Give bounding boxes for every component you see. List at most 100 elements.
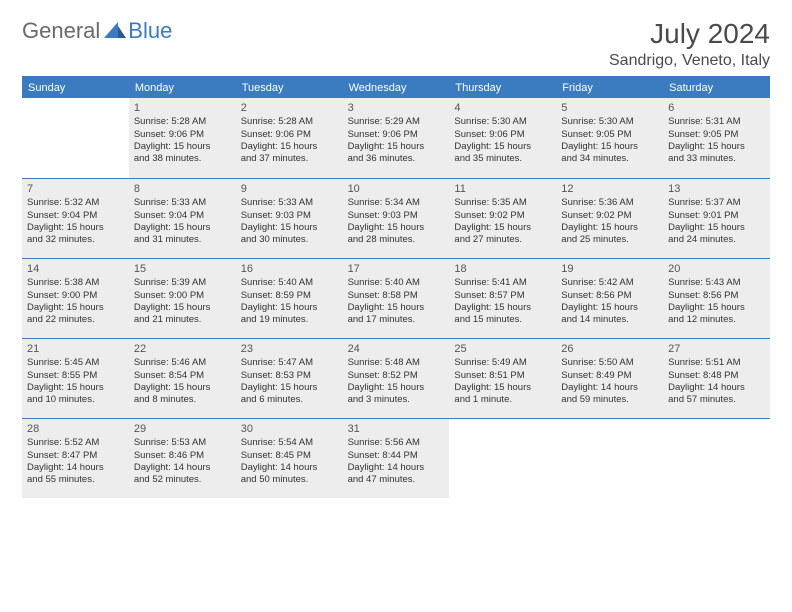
sunset-text: Sunset: 9:01 PM [668, 210, 765, 222]
calendar-cell: 2Sunrise: 5:28 AMSunset: 9:06 PMDaylight… [236, 98, 343, 178]
sunrise-text: Sunrise: 5:52 AM [27, 437, 124, 449]
sunset-text: Sunset: 8:58 PM [348, 290, 445, 302]
daylight-text: and 22 minutes. [27, 314, 124, 326]
daylight-text: and 30 minutes. [241, 234, 338, 246]
sunrise-text: Sunrise: 5:40 AM [348, 277, 445, 289]
sunrise-text: Sunrise: 5:33 AM [134, 197, 231, 209]
sunrise-text: Sunrise: 5:42 AM [561, 277, 658, 289]
day-header: Tuesday [236, 78, 343, 98]
daylight-text: Daylight: 15 hours [241, 382, 338, 394]
day-number: 22 [134, 342, 231, 356]
sunrise-text: Sunrise: 5:28 AM [241, 116, 338, 128]
sunset-text: Sunset: 9:02 PM [454, 210, 551, 222]
sunrise-text: Sunrise: 5:48 AM [348, 357, 445, 369]
logo: General Blue [22, 18, 172, 44]
sunset-text: Sunset: 8:44 PM [348, 450, 445, 462]
calendar-cell: 7Sunrise: 5:32 AMSunset: 9:04 PMDaylight… [22, 178, 129, 258]
daylight-text: Daylight: 15 hours [241, 302, 338, 314]
day-number: 17 [348, 262, 445, 276]
sunset-text: Sunset: 9:04 PM [27, 210, 124, 222]
sunset-text: Sunset: 9:06 PM [454, 129, 551, 141]
sunset-text: Sunset: 8:52 PM [348, 370, 445, 382]
day-number: 31 [348, 422, 445, 436]
daylight-text: and 14 minutes. [561, 314, 658, 326]
daylight-text: Daylight: 15 hours [348, 141, 445, 153]
logo-triangle-icon [104, 22, 126, 38]
calendar-cell: 13Sunrise: 5:37 AMSunset: 9:01 PMDayligh… [663, 178, 770, 258]
daylight-text: Daylight: 15 hours [668, 222, 765, 234]
calendar-cell: 24Sunrise: 5:48 AMSunset: 8:52 PMDayligh… [343, 338, 450, 418]
location-text: Sandrigo, Veneto, Italy [609, 52, 770, 70]
daylight-text: Daylight: 15 hours [348, 382, 445, 394]
day-number: 21 [27, 342, 124, 356]
daylight-text: and 33 minutes. [668, 153, 765, 165]
sunrise-text: Sunrise: 5:40 AM [241, 277, 338, 289]
sunrise-text: Sunrise: 5:35 AM [454, 197, 551, 209]
daylight-text: and 24 minutes. [668, 234, 765, 246]
day-number: 3 [348, 101, 445, 115]
daylight-text: and 12 minutes. [668, 314, 765, 326]
daylight-text: Daylight: 15 hours [134, 382, 231, 394]
day-number: 30 [241, 422, 338, 436]
sunrise-text: Sunrise: 5:50 AM [561, 357, 658, 369]
sunrise-text: Sunrise: 5:43 AM [668, 277, 765, 289]
calendar-cell: 15Sunrise: 5:39 AMSunset: 9:00 PMDayligh… [129, 258, 236, 338]
daylight-text: Daylight: 14 hours [134, 462, 231, 474]
day-number: 13 [668, 182, 765, 196]
calendar-cell: 17Sunrise: 5:40 AMSunset: 8:58 PMDayligh… [343, 258, 450, 338]
daylight-text: Daylight: 14 hours [561, 382, 658, 394]
day-number: 1 [134, 101, 231, 115]
sunset-text: Sunset: 8:59 PM [241, 290, 338, 302]
calendar-cell: 18Sunrise: 5:41 AMSunset: 8:57 PMDayligh… [449, 258, 556, 338]
calendar-cell: 28Sunrise: 5:52 AMSunset: 8:47 PMDayligh… [22, 418, 129, 498]
sunset-text: Sunset: 8:46 PM [134, 450, 231, 462]
daylight-text: Daylight: 14 hours [241, 462, 338, 474]
sunset-text: Sunset: 8:57 PM [454, 290, 551, 302]
daylight-text: Daylight: 15 hours [27, 302, 124, 314]
daylight-text: and 27 minutes. [454, 234, 551, 246]
daylight-text: and 38 minutes. [134, 153, 231, 165]
daylight-text: and 55 minutes. [27, 474, 124, 486]
sunset-text: Sunset: 8:53 PM [241, 370, 338, 382]
logo-text-blue: Blue [128, 18, 172, 44]
daylight-text: Daylight: 15 hours [348, 222, 445, 234]
daylight-text: Daylight: 15 hours [454, 302, 551, 314]
sunset-text: Sunset: 8:56 PM [668, 290, 765, 302]
day-number: 15 [134, 262, 231, 276]
calendar-cell: 12Sunrise: 5:36 AMSunset: 9:02 PMDayligh… [556, 178, 663, 258]
sunset-text: Sunset: 8:54 PM [134, 370, 231, 382]
daylight-text: and 19 minutes. [241, 314, 338, 326]
day-number: 8 [134, 182, 231, 196]
sunrise-text: Sunrise: 5:38 AM [27, 277, 124, 289]
sunrise-text: Sunrise: 5:45 AM [27, 357, 124, 369]
sunset-text: Sunset: 8:49 PM [561, 370, 658, 382]
page-header: General Blue July 2024 Sandrigo, Veneto,… [22, 18, 770, 70]
sunset-text: Sunset: 9:06 PM [348, 129, 445, 141]
day-number: 4 [454, 101, 551, 115]
sunrise-text: Sunrise: 5:30 AM [561, 116, 658, 128]
day-number: 14 [27, 262, 124, 276]
calendar-cell: 23Sunrise: 5:47 AMSunset: 8:53 PMDayligh… [236, 338, 343, 418]
daylight-text: Daylight: 15 hours [134, 302, 231, 314]
day-number: 7 [27, 182, 124, 196]
daylight-text: and 35 minutes. [454, 153, 551, 165]
calendar-cell: 29Sunrise: 5:53 AMSunset: 8:46 PMDayligh… [129, 418, 236, 498]
calendar-cell: 27Sunrise: 5:51 AMSunset: 8:48 PMDayligh… [663, 338, 770, 418]
sunrise-text: Sunrise: 5:49 AM [454, 357, 551, 369]
daylight-text: and 32 minutes. [27, 234, 124, 246]
day-number: 25 [454, 342, 551, 356]
sunrise-text: Sunrise: 5:36 AM [561, 197, 658, 209]
calendar-cell [663, 418, 770, 498]
calendar-cell: 21Sunrise: 5:45 AMSunset: 8:55 PMDayligh… [22, 338, 129, 418]
calendar-cell: 6Sunrise: 5:31 AMSunset: 9:05 PMDaylight… [663, 98, 770, 178]
calendar-cell: 9Sunrise: 5:33 AMSunset: 9:03 PMDaylight… [236, 178, 343, 258]
daylight-text: Daylight: 15 hours [134, 141, 231, 153]
daylight-text: Daylight: 14 hours [27, 462, 124, 474]
calendar-cell: 14Sunrise: 5:38 AMSunset: 9:00 PMDayligh… [22, 258, 129, 338]
day-number: 12 [561, 182, 658, 196]
calendar-cell: 10Sunrise: 5:34 AMSunset: 9:03 PMDayligh… [343, 178, 450, 258]
calendar-cell: 11Sunrise: 5:35 AMSunset: 9:02 PMDayligh… [449, 178, 556, 258]
sunset-text: Sunset: 9:03 PM [348, 210, 445, 222]
day-header: Friday [556, 78, 663, 98]
daylight-text: and 37 minutes. [241, 153, 338, 165]
